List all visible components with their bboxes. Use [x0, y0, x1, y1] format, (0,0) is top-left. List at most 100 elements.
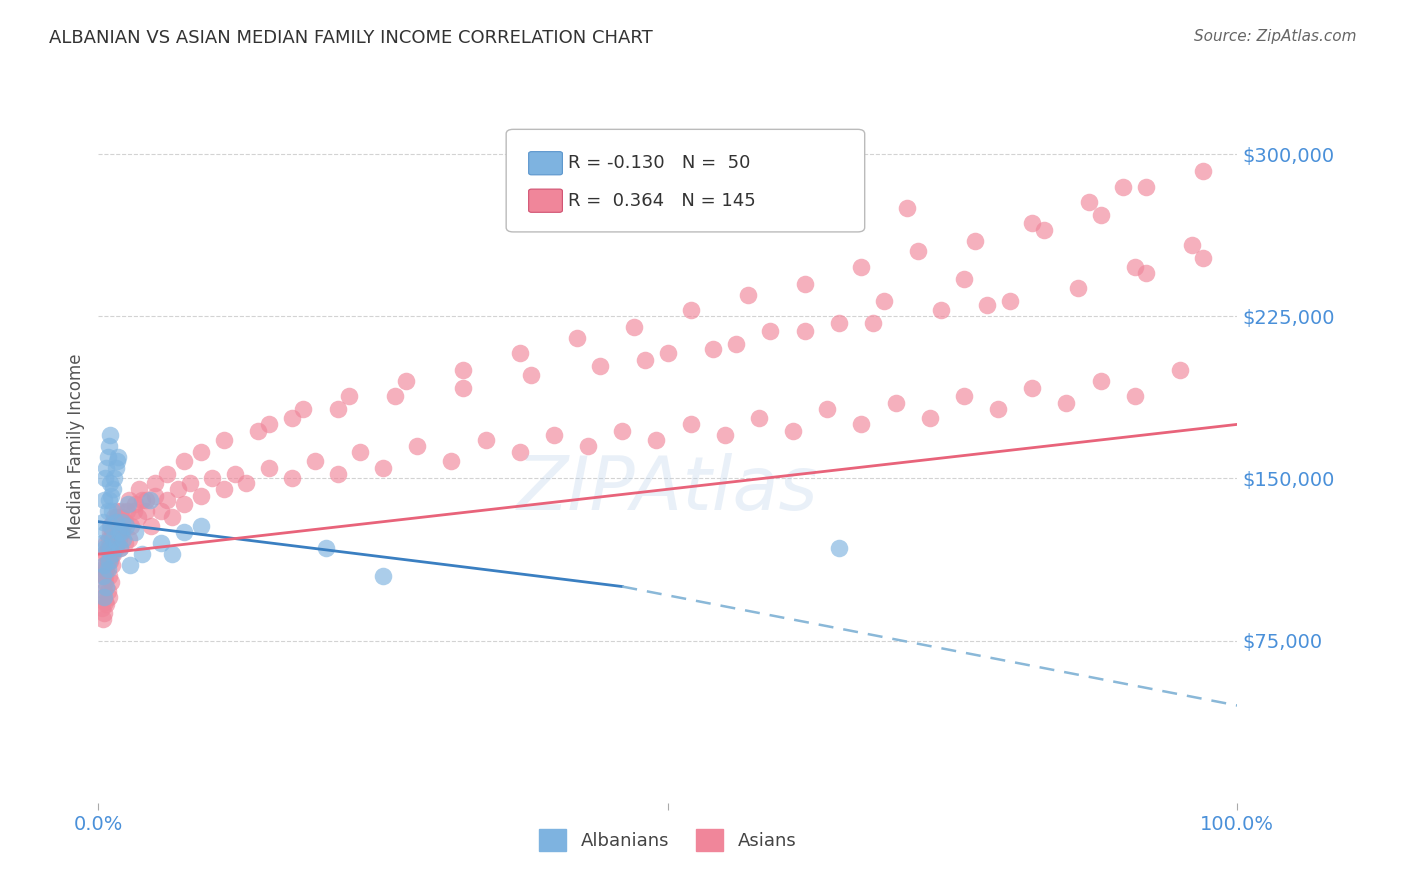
Point	[105, 510, 128, 524]
Point	[103, 510, 125, 524]
Point	[173, 525, 195, 540]
Point	[98, 519, 121, 533]
Point	[384, 389, 406, 403]
Point	[565, 331, 588, 345]
Point	[105, 504, 128, 518]
Point	[93, 606, 115, 620]
Text: R = -0.130   N =  50: R = -0.130 N = 50	[568, 154, 751, 172]
Point	[93, 591, 115, 605]
Point	[94, 568, 117, 582]
Point	[97, 553, 120, 567]
Point	[873, 294, 896, 309]
Point	[103, 482, 125, 496]
Point	[315, 541, 337, 555]
Point	[96, 450, 118, 464]
Point	[97, 493, 120, 508]
Point	[451, 381, 474, 395]
Point	[150, 504, 173, 518]
Point	[105, 454, 128, 468]
Point	[98, 553, 121, 567]
Point	[96, 562, 118, 576]
Point	[104, 541, 127, 555]
Point	[93, 583, 115, 598]
Point	[190, 519, 212, 533]
Point	[1135, 179, 1157, 194]
Point	[634, 352, 657, 367]
Point	[1170, 363, 1192, 377]
Point	[1123, 260, 1146, 274]
Point	[156, 467, 179, 482]
Text: R =  0.364   N = 145: R = 0.364 N = 145	[568, 192, 756, 210]
Point	[108, 541, 131, 555]
Point	[725, 337, 748, 351]
Point	[103, 532, 125, 546]
Point	[281, 410, 304, 425]
Point	[96, 536, 118, 550]
Point	[1090, 208, 1112, 222]
Point	[93, 558, 115, 572]
Point	[1192, 164, 1215, 178]
Point	[115, 504, 138, 518]
Point	[851, 260, 873, 274]
Point	[90, 536, 112, 550]
Point	[201, 471, 224, 485]
Point	[965, 234, 987, 248]
Point	[122, 504, 145, 518]
Point	[714, 428, 737, 442]
Point	[96, 562, 118, 576]
Point	[612, 424, 634, 438]
Point	[793, 325, 815, 339]
Point	[657, 346, 679, 360]
Point	[167, 482, 190, 496]
Point	[101, 525, 124, 540]
Point	[224, 467, 246, 482]
Point	[1192, 251, 1215, 265]
Point	[135, 493, 157, 508]
Point	[96, 597, 118, 611]
Point	[139, 519, 162, 533]
Point	[623, 320, 645, 334]
Point	[929, 302, 952, 317]
Point	[782, 424, 804, 438]
Point	[179, 475, 201, 490]
Point	[108, 525, 131, 540]
Point	[138, 493, 160, 508]
Point	[97, 591, 120, 605]
Point	[111, 525, 134, 540]
Legend: Albanians, Asians: Albanians, Asians	[531, 822, 804, 858]
Point	[292, 402, 315, 417]
Point	[145, 475, 167, 490]
Point	[103, 547, 125, 561]
Point	[326, 402, 349, 417]
Point	[124, 497, 146, 511]
Point	[100, 575, 122, 590]
Point	[371, 460, 394, 475]
Point	[107, 519, 129, 533]
Point	[96, 580, 118, 594]
Point	[281, 471, 304, 485]
Point	[96, 504, 118, 518]
Point	[793, 277, 815, 291]
Point	[1123, 389, 1146, 403]
Point	[918, 410, 941, 425]
Point	[128, 482, 150, 496]
Point	[235, 475, 257, 490]
Point	[451, 363, 474, 377]
Point	[162, 547, 184, 561]
Point	[98, 525, 121, 540]
Point	[1032, 223, 1054, 237]
Point	[998, 294, 1021, 309]
Point	[976, 298, 998, 312]
Point	[212, 482, 235, 496]
Point	[110, 510, 132, 524]
Point	[96, 541, 118, 555]
Point	[96, 525, 118, 540]
Point	[246, 424, 269, 438]
Point	[190, 445, 212, 459]
Point	[896, 201, 918, 215]
Point	[93, 493, 115, 508]
Y-axis label: Median Family Income: Median Family Income	[66, 353, 84, 539]
Point	[509, 346, 531, 360]
Point	[94, 575, 117, 590]
Point	[114, 519, 136, 533]
